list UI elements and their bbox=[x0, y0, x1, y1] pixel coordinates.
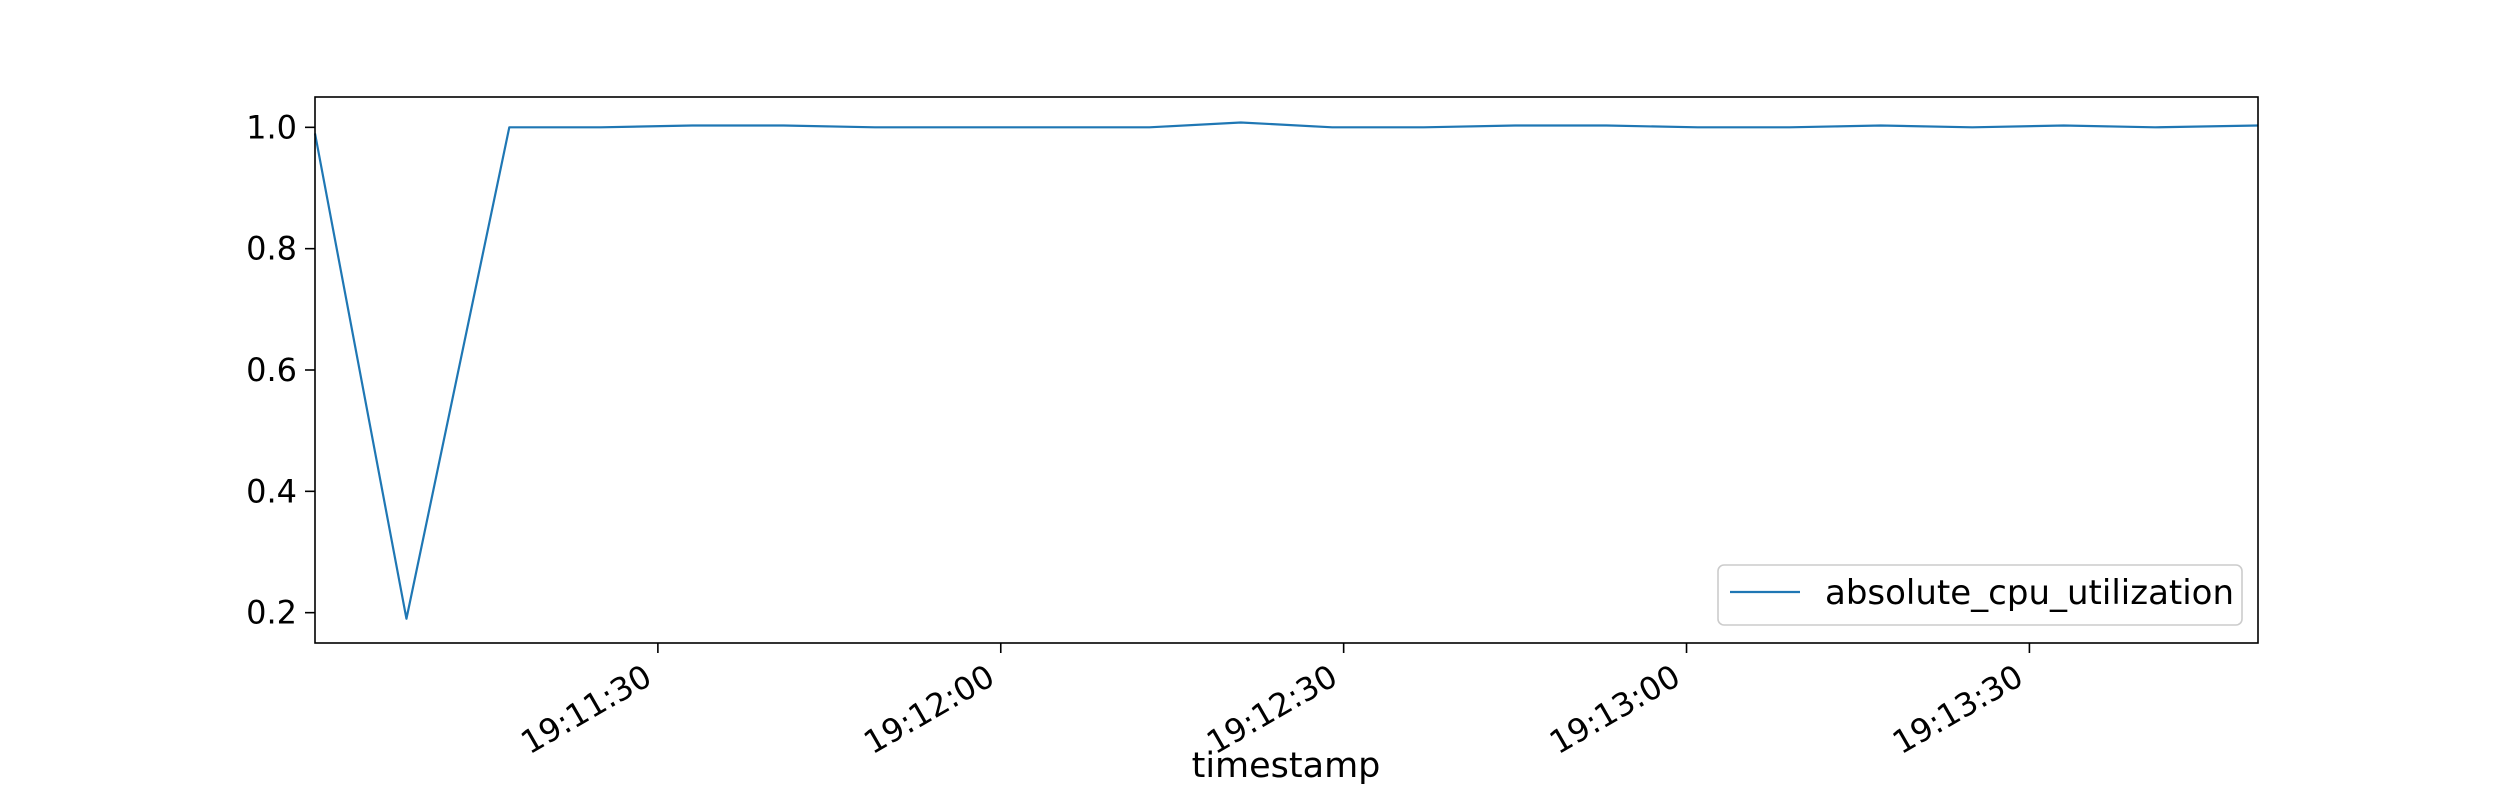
x-axis-label: timestamp bbox=[1192, 746, 1381, 786]
legend-series-label: absolute_cpu_utilization bbox=[1825, 573, 2234, 613]
x-tick-label: 19:13:00 bbox=[1543, 657, 1686, 762]
x-tick-label: 19:11:30 bbox=[514, 657, 657, 762]
y-tick-label: 0.4 bbox=[246, 472, 297, 510]
y-tick-label: 0.2 bbox=[246, 594, 297, 632]
legend-box bbox=[1717, 564, 2243, 626]
x-axis: 19:11:30 19:12:00 19:12:30 19:13:00 19:13:30 bbox=[514, 643, 2031, 762]
x-tick-label: 19:12:00 bbox=[857, 657, 1000, 762]
legend: absolute_cpu_utilization bbox=[1717, 564, 2243, 626]
y-tick-label: 0.8 bbox=[246, 230, 297, 268]
x-tick-label: 19:13:30 bbox=[1886, 657, 2029, 762]
series-layer bbox=[313, 121, 2259, 620]
series-line bbox=[313, 121, 2259, 620]
plot-frame bbox=[314, 96, 2259, 644]
plot-area bbox=[315, 97, 2258, 643]
y-tick-label: 0.6 bbox=[246, 351, 297, 389]
y-tick-label: 1.0 bbox=[246, 108, 297, 146]
y-axis: 0.2 0.4 0.6 0.8 1.0 bbox=[246, 108, 315, 632]
